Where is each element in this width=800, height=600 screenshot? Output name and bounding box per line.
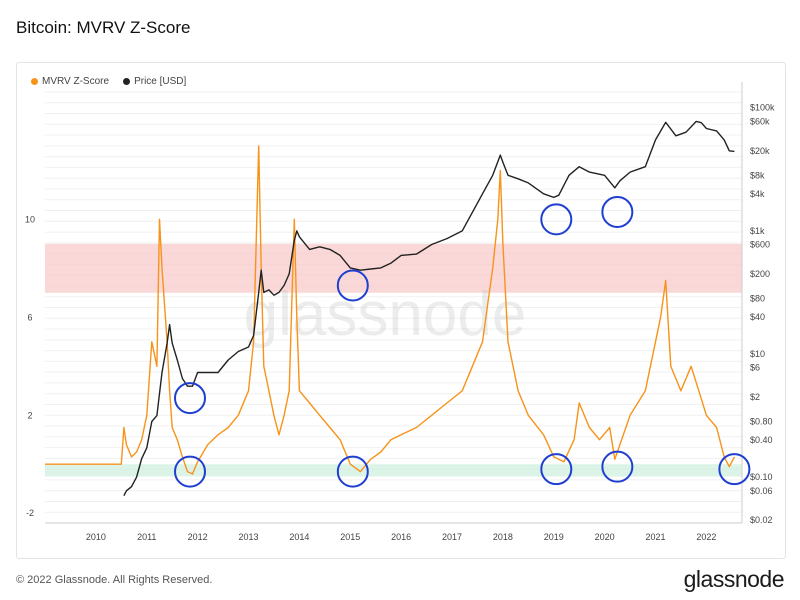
x-tick-label: 2022 xyxy=(696,532,716,542)
right-tick-label: $20k xyxy=(750,146,770,156)
x-tick-label: 2016 xyxy=(391,532,411,542)
price-series-line xyxy=(123,120,735,497)
legend-swatch-price xyxy=(123,78,131,85)
x-tick-label: 2014 xyxy=(289,532,309,542)
left-tick-label: 10 xyxy=(25,214,35,224)
x-tick-label: 2010 xyxy=(86,532,106,542)
right-tick-label: $0.40 xyxy=(750,435,773,445)
band-1 xyxy=(45,464,742,477)
right-tick-label: $40 xyxy=(750,312,765,322)
annotation-circle xyxy=(540,203,573,236)
right-tick-label: $80 xyxy=(750,293,765,303)
legend-swatch-mvrv xyxy=(31,78,38,85)
glassnode-logo: glassnode xyxy=(683,566,785,592)
right-tick-label: $0.06 xyxy=(750,486,773,496)
x-tick-label: 2012 xyxy=(188,532,208,542)
x-tick-label: 2021 xyxy=(645,532,665,542)
annotation-circle xyxy=(601,450,634,483)
x-tick-label: 2018 xyxy=(493,532,513,542)
right-tick-label: $0.02 xyxy=(750,515,773,525)
chart-legend: MVRV Z-Score Price [USD] xyxy=(31,76,186,87)
x-tick-label: 2015 xyxy=(340,532,360,542)
watermark-text: glassnode xyxy=(244,280,527,349)
left-tick-label: 2 xyxy=(27,410,32,420)
annotation-circle xyxy=(173,382,206,415)
x-tick-label: 2013 xyxy=(238,532,258,542)
left-tick-label: -2 xyxy=(26,508,34,518)
annotation-circle xyxy=(336,269,369,302)
copyright-text: © 2022 Glassnode. All Rights Reserved. xyxy=(16,574,213,586)
right-tick-label: $1k xyxy=(750,226,765,236)
right-tick-label: $0.80 xyxy=(750,417,773,427)
left-tick-label: 6 xyxy=(27,312,32,322)
right-tick-label: $600 xyxy=(750,240,770,250)
right-tick-label: $2 xyxy=(750,392,760,402)
right-tick-label: $8k xyxy=(750,170,765,180)
x-tick-label: 2019 xyxy=(544,532,564,542)
right-tick-label: $10 xyxy=(750,349,765,359)
page-title: Bitcoin: MVRV Z-Score xyxy=(16,18,191,37)
right-tick-label: $100k xyxy=(750,103,775,113)
legend-label-mvrv: MVRV Z-Score xyxy=(42,76,110,87)
chart-panel xyxy=(16,62,786,559)
annotation-circle xyxy=(601,195,634,228)
right-tick-label: $6 xyxy=(750,363,760,373)
right-tick-label: $0.10 xyxy=(750,472,773,482)
legend-label-price: Price [USD] xyxy=(134,76,187,87)
annotation-circle xyxy=(718,453,751,486)
annotation-circle xyxy=(336,455,369,488)
x-tick-label: 2011 xyxy=(137,532,156,542)
x-tick-label: 2020 xyxy=(595,532,615,542)
x-tick-label: 2017 xyxy=(442,532,462,542)
right-tick-label: $60k xyxy=(750,116,770,126)
right-tick-label: $200 xyxy=(750,269,770,279)
mvrv-series-line xyxy=(45,145,736,475)
legend-item-mvrv[interactable]: MVRV Z-Score xyxy=(31,76,109,87)
right-tick-label: $4k xyxy=(750,189,765,199)
legend-item-price[interactable]: Price [USD] xyxy=(123,76,186,87)
annotation-circle xyxy=(540,453,573,486)
annotation-circle xyxy=(173,455,206,488)
